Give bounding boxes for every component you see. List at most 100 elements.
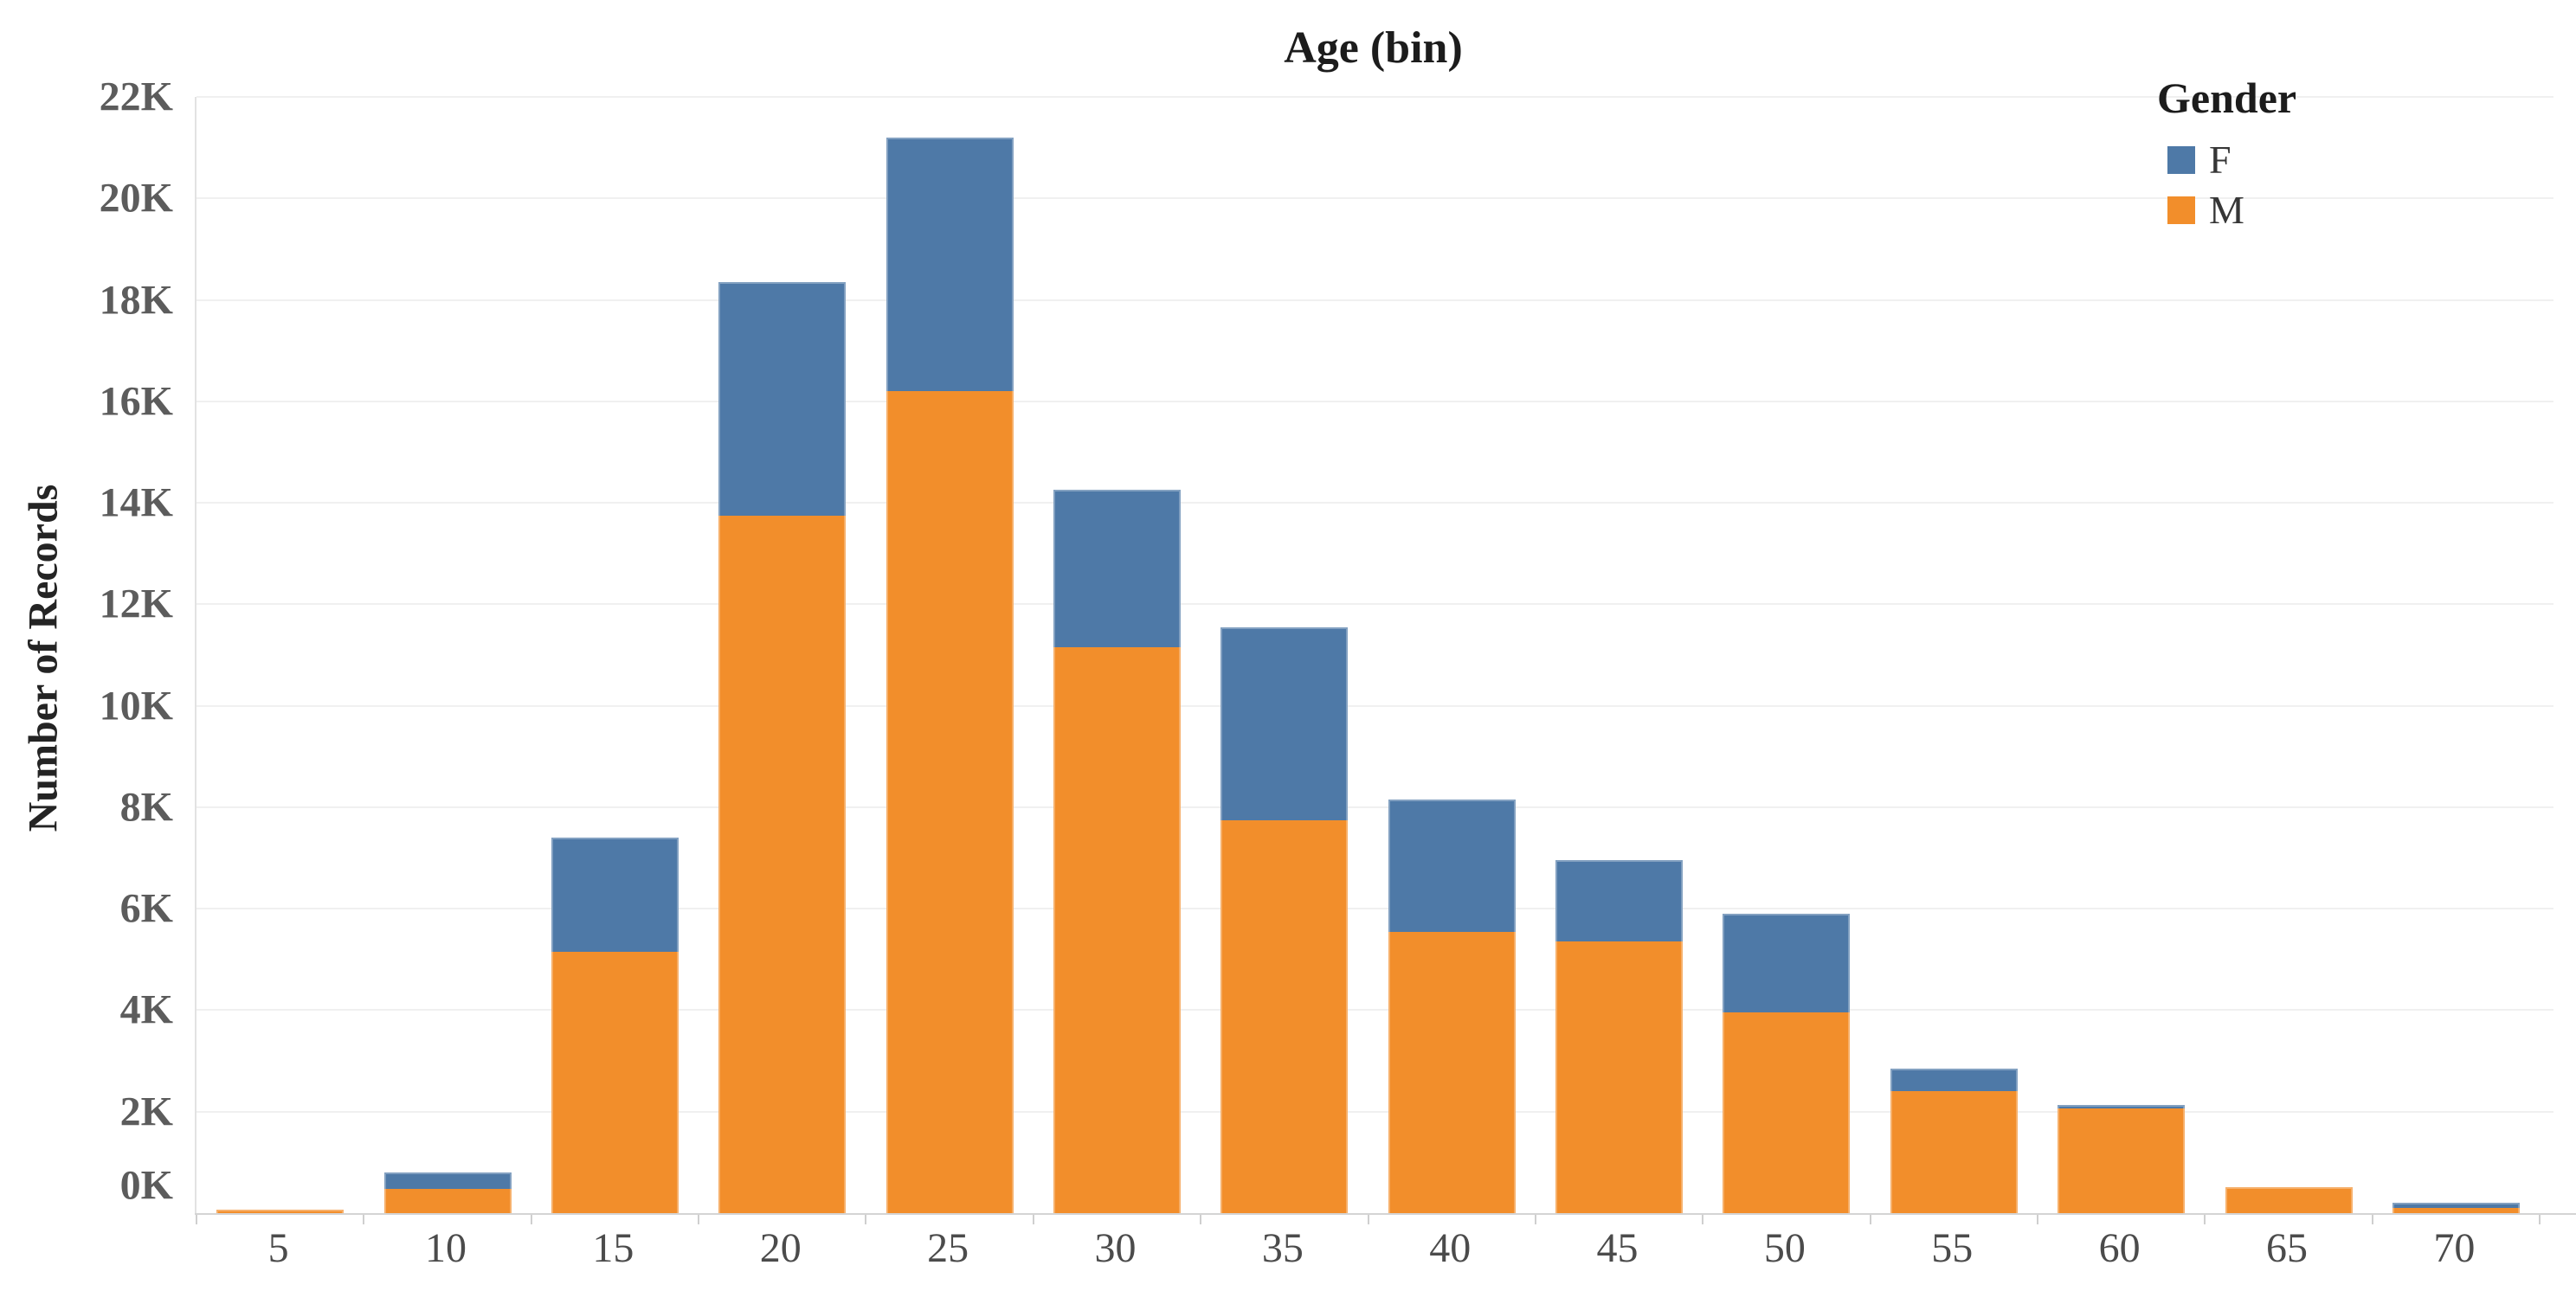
x-tick-label-35: 35 [1261,1225,1304,1271]
x-axis-tick [530,1215,532,1224]
x-tick-label-65: 65 [2266,1225,2308,1271]
bar-segment-m-age-5[interactable] [216,1210,345,1213]
bar-age-55[interactable] [1890,1068,2018,1213]
x-axis-tick [1869,1215,1871,1224]
bar-segment-m-age-70[interactable] [2392,1207,2520,1213]
y-tick-label-14K: 14K [99,479,173,526]
bar-age-25[interactable] [886,137,1014,1213]
legend-item-f[interactable]: F [2157,135,2296,185]
legend-swatch-f-icon [2167,146,2195,174]
gridline-12k [196,603,2553,606]
bar-age-10[interactable] [383,1172,512,1213]
y-tick-label-6K: 6K [119,885,173,932]
bar-segment-m-age-25[interactable] [886,391,1014,1213]
y-axis-title: Number of Records [20,484,67,832]
bar-segment-f-age-40[interactable] [1388,800,1516,932]
bar-segment-m-age-50[interactable] [1723,1012,1851,1213]
bar-segment-f-age-20[interactable] [718,282,847,516]
x-axis-line [195,1213,2576,1215]
gridline-6k [196,908,2553,910]
bar-segment-m-age-60[interactable] [2058,1108,2186,1213]
bar-age-35[interactable] [1220,626,1349,1213]
x-tick-label-25: 25 [927,1225,969,1271]
y-tick-label-2K: 2K [119,1089,173,1135]
y-tick-label-20K: 20K [99,175,173,222]
legend-item-label: M [2209,188,2244,232]
gridline-20k [196,197,2553,200]
x-tick-label-60: 60 [2098,1225,2141,1271]
bar-segment-m-age-35[interactable] [1220,819,1349,1213]
x-tick-label-45: 45 [1596,1225,1639,1271]
plot-area [195,96,2576,1224]
x-axis-tick [698,1215,700,1224]
bar-segment-f-age-30[interactable] [1053,490,1181,648]
x-tick-label-55: 55 [1931,1225,1974,1271]
bar-segment-f-age-25[interactable] [886,137,1014,392]
y-tick-label-8K: 8K [119,784,173,831]
bar-segment-f-age-70[interactable] [2392,1203,2520,1208]
bar-segment-m-age-15[interactable] [551,952,679,1213]
gridline-10k [196,704,2553,707]
bar-segment-f-age-45[interactable] [1555,860,1684,942]
y-tick-label-22K: 22K [99,74,173,120]
y-tick-label-18K: 18K [99,277,173,324]
bar-segment-m-age-40[interactable] [1388,931,1516,1213]
bar-segment-m-age-45[interactable] [1555,941,1684,1213]
x-axis-tick [1367,1215,1369,1224]
bar-segment-f-age-15[interactable] [551,838,679,953]
bar-age-15[interactable] [551,838,679,1213]
bar-age-50[interactable] [1723,914,1851,1213]
gridline-22k [196,96,2553,98]
x-tick-label-15: 15 [592,1225,634,1271]
y-tick-label-4K: 4K [119,986,173,1033]
x-axis-tick [865,1215,867,1224]
bar-age-30[interactable] [1053,490,1181,1213]
gridline-14k [196,502,2553,504]
x-tick-label-5: 5 [267,1225,289,1271]
legend-item-m[interactable]: M [2157,185,2296,235]
y-tick-label-16K: 16K [99,378,173,425]
x-tick-label-30: 30 [1094,1225,1137,1271]
bar-age-60[interactable] [2058,1105,2186,1213]
bar-segment-f-age-55[interactable] [1890,1068,2018,1092]
y-tick-label-10K: 10K [99,683,173,729]
x-axis-tick [1200,1215,1202,1224]
bar-segment-f-age-50[interactable] [1723,914,1851,1013]
chart-title: Age (bin) [1284,23,1463,73]
bar-age-45[interactable] [1555,860,1684,1213]
bar-segment-f-age-10[interactable] [383,1172,512,1189]
bar-age-65[interactable] [2225,1186,2353,1213]
x-tick-label-20: 20 [759,1225,802,1271]
gridline-2k [196,1110,2553,1113]
bar-age-20[interactable] [718,282,847,1213]
x-tick-label-70: 70 [2433,1225,2476,1271]
x-axis-tick [196,1215,197,1224]
y-tick-label-12K: 12K [99,581,173,627]
bar-segment-m-age-30[interactable] [1053,647,1181,1213]
bar-segment-m-age-20[interactable] [718,515,847,1213]
x-axis-tick [1702,1215,1704,1224]
bar-segment-m-age-55[interactable] [1890,1091,2018,1213]
x-axis-tick [2036,1215,2038,1224]
x-axis-tick [363,1215,365,1224]
x-axis-tick [2371,1215,2373,1224]
gridline-8k [196,806,2553,808]
x-axis-tick [1032,1215,1034,1224]
bar-age-5[interactable] [216,1210,345,1213]
legend-item-label: F [2209,138,2231,182]
x-tick-label-40: 40 [1429,1225,1472,1271]
bar-age-70[interactable] [2392,1203,2520,1213]
gridline-16k [196,400,2553,402]
x-axis-tick [2539,1215,2541,1224]
x-axis-tick [2204,1215,2206,1224]
bar-segment-m-age-65[interactable] [2225,1186,2353,1213]
x-tick-label-50: 50 [1763,1225,1806,1271]
bar-age-40[interactable] [1388,800,1516,1213]
bar-segment-f-age-60[interactable] [2058,1105,2186,1108]
bar-segment-f-age-35[interactable] [1220,626,1349,820]
legend-swatch-m-icon [2167,196,2195,224]
bar-segment-m-age-10[interactable] [383,1188,512,1213]
legend-title: Gender [2157,74,2297,122]
